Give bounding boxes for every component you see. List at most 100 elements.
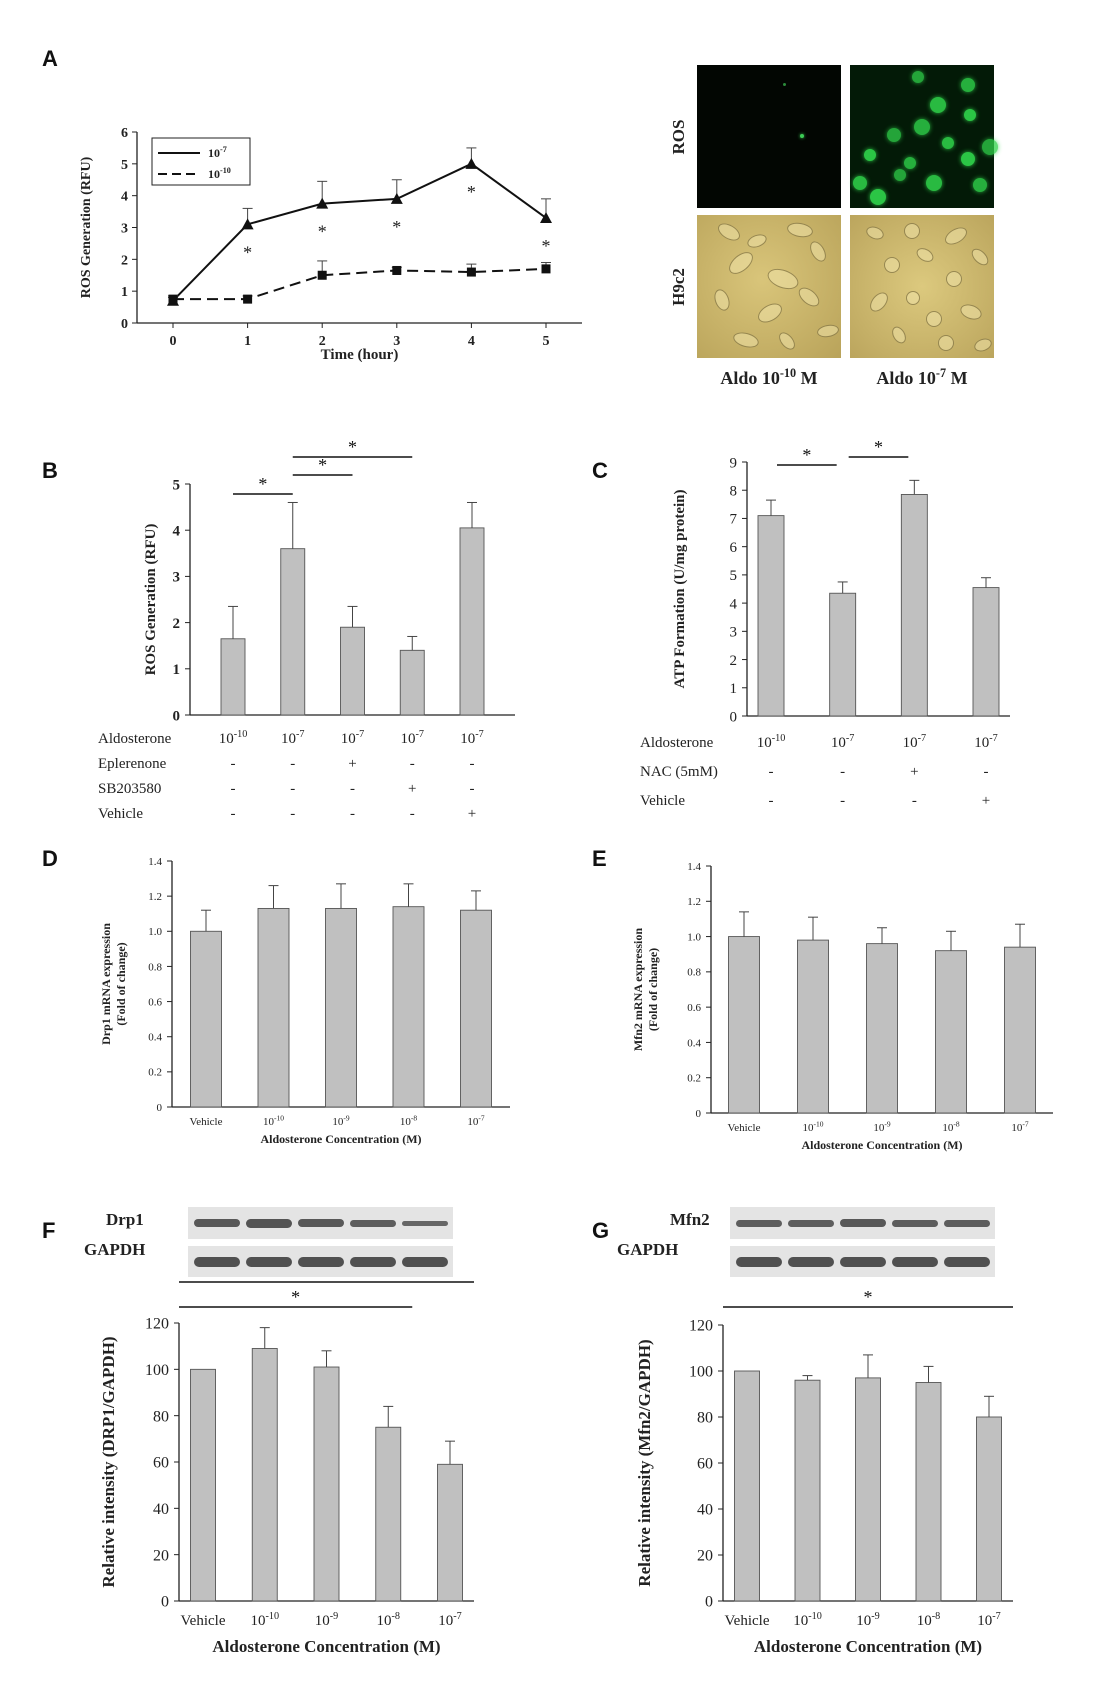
x-axis-label: Aldosterone Concentration (M) bbox=[754, 1637, 982, 1656]
row-label: SB203580 bbox=[98, 781, 161, 797]
x-tick-label: Vehicle bbox=[181, 1613, 226, 1629]
significance-star: * bbox=[318, 455, 327, 475]
cell bbox=[889, 324, 909, 346]
cell bbox=[806, 238, 830, 265]
y-tick-label: 1.4 bbox=[687, 861, 701, 873]
cell bbox=[866, 289, 892, 315]
bar-chart-c: 0 1 2 3 4 5 6 7 8 9 ATP Formation (U/mg protein) Al… bbox=[640, 437, 1010, 809]
x-tick-label: 0 bbox=[170, 334, 177, 349]
y-tick-label: 4 bbox=[173, 523, 181, 539]
fluorescent-cell bbox=[930, 97, 946, 113]
fluorescent-cell bbox=[864, 149, 876, 161]
fluorescent-cell bbox=[961, 152, 975, 166]
western-blot-drp1 bbox=[188, 1207, 453, 1239]
y-tick-label: 100 bbox=[145, 1362, 169, 1379]
cell bbox=[745, 231, 769, 251]
x-tick-label: 10-10 bbox=[263, 1114, 284, 1128]
y-axis-label: Relative intensity (DRP1/GAPDH) bbox=[99, 1336, 118, 1587]
x-tick-label: Vehicle bbox=[725, 1613, 770, 1629]
cell bbox=[946, 271, 962, 287]
x-tick-label: 4 bbox=[468, 334, 475, 349]
y-tick-label: 40 bbox=[697, 1502, 713, 1519]
fluorescent-cell bbox=[800, 134, 804, 138]
blot-label-drp1: Drp1 bbox=[106, 1210, 144, 1229]
line-chart-a: 0 1 2 3 4 5 6 0 1 2 3 4 5 Time (hour) ROS Generation (… bbox=[79, 126, 582, 363]
blot-band bbox=[246, 1257, 292, 1267]
legend-box bbox=[151, 137, 251, 186]
x-axis-label: Time (hour) bbox=[321, 347, 399, 363]
row-cell: 10-7 bbox=[341, 729, 365, 747]
x-tick-label: 10-9 bbox=[873, 1120, 890, 1134]
blot-band bbox=[298, 1257, 344, 1267]
significance-star: * bbox=[874, 437, 883, 457]
blot-band bbox=[246, 1218, 292, 1228]
y-tick-label: 0.4 bbox=[687, 1037, 701, 1049]
cell bbox=[711, 287, 733, 313]
data-point bbox=[392, 265, 402, 275]
bar bbox=[460, 909, 492, 1108]
x-tick-label: 10-10 bbox=[793, 1611, 822, 1629]
cell bbox=[958, 301, 984, 323]
bar bbox=[734, 1370, 760, 1602]
cell bbox=[764, 265, 802, 293]
blot-band bbox=[840, 1257, 886, 1267]
row-cell: 10-10 bbox=[219, 729, 248, 747]
y-tick-label: 5 bbox=[121, 158, 128, 173]
legend-label: 10-7 bbox=[208, 145, 227, 160]
y-axis-label: (Fold of change) bbox=[114, 942, 128, 1025]
y-tick-label: 80 bbox=[153, 1408, 169, 1425]
bar bbox=[325, 907, 357, 1108]
y-tick-label: 0.8 bbox=[687, 967, 701, 979]
data-point bbox=[465, 157, 478, 169]
x-tick-label: 10-10 bbox=[250, 1611, 279, 1629]
row-cell: - bbox=[470, 756, 475, 772]
row-cell: - bbox=[290, 806, 295, 822]
bar bbox=[459, 527, 485, 716]
x-tick-label: 10-10 bbox=[803, 1120, 824, 1134]
significance-star: * bbox=[802, 445, 811, 465]
y-tick-label: 20 bbox=[153, 1547, 169, 1564]
y-tick-label: 100 bbox=[689, 1364, 713, 1381]
panel-label-f: F bbox=[42, 1218, 55, 1243]
western-blot-gapdh-g bbox=[730, 1246, 995, 1277]
fluorescent-cell bbox=[904, 157, 916, 169]
panel-label-b: B bbox=[42, 458, 58, 483]
bar bbox=[340, 626, 365, 716]
row-cell: 10-7 bbox=[903, 733, 927, 751]
y-tick-label: 4 bbox=[121, 190, 128, 205]
cell bbox=[968, 245, 992, 269]
row-cell: - bbox=[231, 806, 236, 822]
row-cell: 10-7 bbox=[974, 733, 998, 751]
row-cell: - bbox=[769, 793, 774, 809]
row-cell: - bbox=[410, 806, 415, 822]
image-row-label-h9c2: H9c2 bbox=[669, 268, 688, 306]
significance-star: * bbox=[291, 1287, 300, 1307]
significance-star: * bbox=[864, 1287, 873, 1307]
cell bbox=[725, 247, 757, 279]
bar bbox=[757, 515, 785, 717]
data-point bbox=[316, 197, 329, 209]
data-point bbox=[390, 192, 403, 204]
bar bbox=[972, 587, 1000, 717]
legend: 10-7 10-10 bbox=[151, 137, 251, 186]
y-tick-label: 6 bbox=[121, 126, 128, 141]
fluorescent-cell bbox=[783, 83, 786, 86]
cell bbox=[972, 336, 994, 354]
row-cell: + bbox=[982, 793, 990, 809]
y-tick-label: 9 bbox=[730, 455, 738, 471]
y-tick-label: 60 bbox=[153, 1455, 169, 1472]
data-point bbox=[541, 264, 551, 274]
y-tick-label: 40 bbox=[153, 1501, 169, 1518]
x-tick-label: 10-8 bbox=[942, 1120, 959, 1134]
panel-label-c: C bbox=[592, 458, 608, 483]
x-tick-label: 10-8 bbox=[400, 1114, 417, 1128]
blot-band bbox=[840, 1219, 886, 1227]
x-tick-label: 10-8 bbox=[917, 1611, 941, 1629]
blot-band bbox=[402, 1220, 448, 1226]
blot-label-mfn2: Mfn2 bbox=[670, 1210, 710, 1229]
western-blot-gapdh-f bbox=[188, 1246, 453, 1277]
micrograph-h9c2-aldo-high bbox=[850, 215, 994, 358]
blot-label-gapdh-f: GAPDH bbox=[84, 1240, 145, 1259]
blot-band bbox=[736, 1219, 782, 1227]
bar bbox=[257, 907, 290, 1108]
